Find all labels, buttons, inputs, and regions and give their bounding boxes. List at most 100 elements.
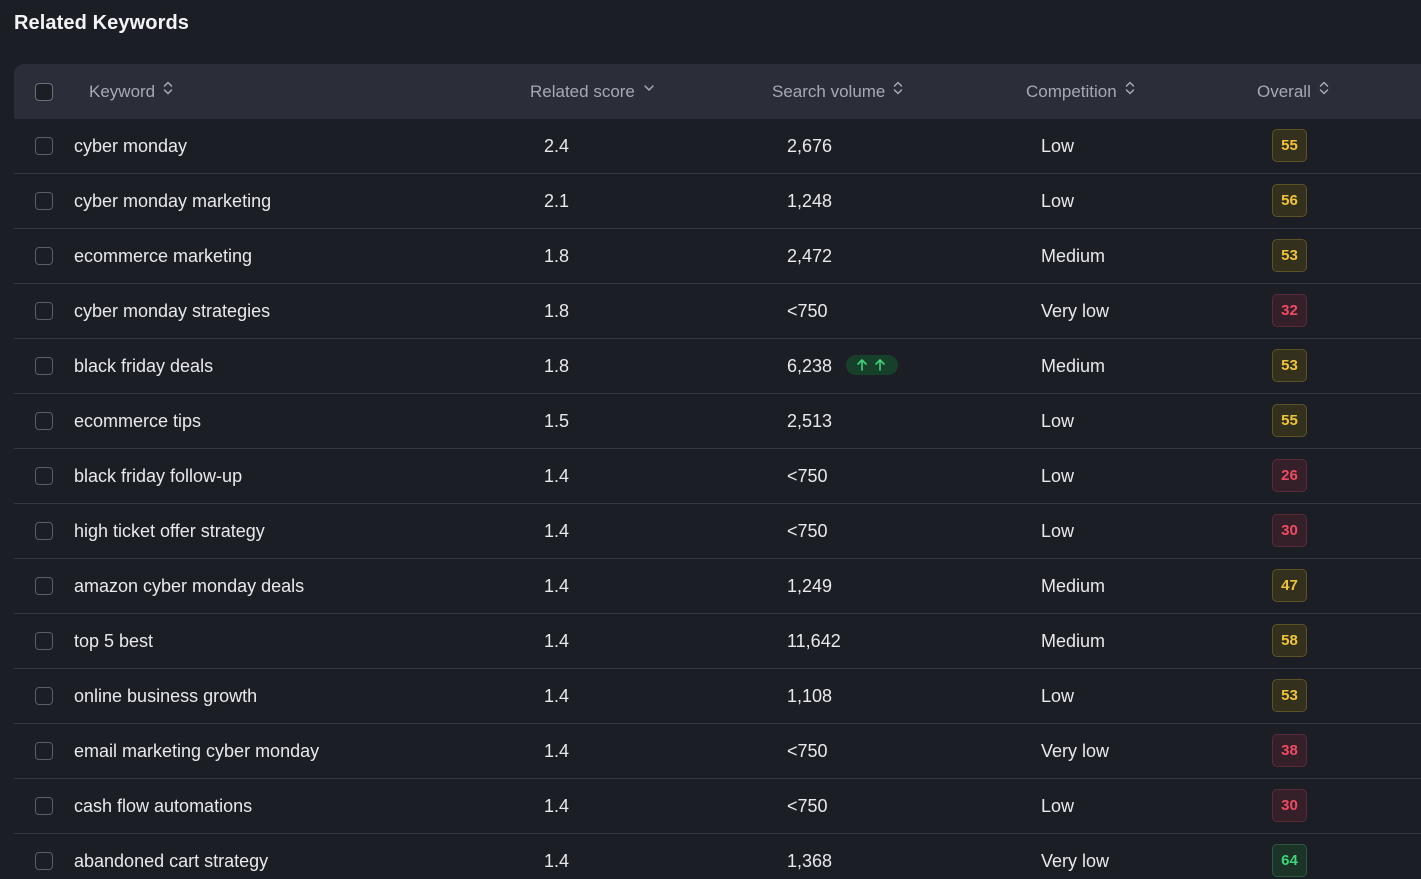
competition-cell: Low xyxy=(1041,191,1075,211)
column-label-keyword: Keyword xyxy=(89,82,156,101)
row-checkbox[interactable] xyxy=(35,632,53,650)
table-row[interactable]: cyber monday 2.4 2,676 Low 55 xyxy=(14,119,1421,174)
table-body: cyber monday 2.4 2,676 Low 55 cyber mond… xyxy=(14,119,1421,879)
row-checkbox[interactable] xyxy=(35,687,53,705)
table-row[interactable]: cyber monday strategies 1.8 <750 Very lo… xyxy=(14,284,1421,339)
table-row[interactable]: ecommerce tips 1.5 2,513 Low 55 xyxy=(14,394,1421,449)
keyword-cell[interactable]: black friday deals xyxy=(74,356,214,376)
overall-score-badge: 53 xyxy=(1272,679,1307,712)
search-volume-value: 1,248 xyxy=(787,191,833,211)
search-volume-cell: 1,248 xyxy=(787,174,832,228)
table-row[interactable]: online business growth 1.4 1,108 Low 53 xyxy=(14,669,1421,724)
column-header-competition[interactable]: Competition xyxy=(1026,64,1135,119)
table-row[interactable]: amazon cyber monday deals 1.4 1,249 Medi… xyxy=(14,559,1421,614)
search-volume-cell: 11,642 xyxy=(787,614,841,668)
table-row[interactable]: top 5 best 1.4 11,642 Medium 58 xyxy=(14,614,1421,669)
related-score-cell: 1.4 xyxy=(544,686,570,706)
column-header-search-volume[interactable]: Search volume xyxy=(772,64,903,119)
related-score-cell: 1.4 xyxy=(544,466,570,486)
row-checkbox[interactable] xyxy=(35,852,53,870)
table-row[interactable]: abandoned cart strategy 1.4 1,368 Very l… xyxy=(14,834,1421,879)
double-arrow-up-icon xyxy=(857,359,885,372)
overall-score-badge: 47 xyxy=(1272,569,1307,602)
row-checkbox[interactable] xyxy=(35,357,53,375)
related-score-cell: 1.4 xyxy=(544,741,570,761)
search-volume-value: 1,249 xyxy=(787,576,833,596)
keyword-cell[interactable]: black friday follow-up xyxy=(74,466,243,486)
row-checkbox[interactable] xyxy=(35,412,53,430)
row-checkbox[interactable] xyxy=(35,467,53,485)
table-row[interactable]: ecommerce marketing 1.8 2,472 Medium 53 xyxy=(14,229,1421,284)
row-checkbox[interactable] xyxy=(35,742,53,760)
search-volume-value: 11,642 xyxy=(787,631,841,651)
competition-cell: Medium xyxy=(1041,631,1106,651)
overall-score-badge: 32 xyxy=(1272,294,1307,327)
related-score-cell: 2.1 xyxy=(544,191,570,211)
related-score-cell: 1.8 xyxy=(544,246,570,266)
row-checkbox[interactable] xyxy=(35,302,53,320)
keyword-cell[interactable]: ecommerce marketing xyxy=(74,246,253,266)
table-row[interactable]: email marketing cyber monday 1.4 <750 Ve… xyxy=(14,724,1421,779)
search-volume-cell: <750 xyxy=(787,779,828,833)
table-row[interactable]: cyber monday marketing 2.1 1,248 Low 56 xyxy=(14,174,1421,229)
related-score-cell: 1.4 xyxy=(544,631,570,651)
column-label-overall: Overall xyxy=(1257,82,1311,101)
search-volume-cell: 2,472 xyxy=(787,229,832,283)
competition-cell: Medium xyxy=(1041,246,1106,266)
competition-cell: Medium xyxy=(1041,356,1106,376)
keyword-cell[interactable]: cyber monday strategies xyxy=(74,301,271,321)
keyword-cell[interactable]: cash flow automations xyxy=(74,796,253,816)
sort-down-icon xyxy=(643,63,655,118)
table-row[interactable]: cash flow automations 1.4 <750 Low 30 xyxy=(14,779,1421,834)
row-checkbox[interactable] xyxy=(35,577,53,595)
keyword-cell[interactable]: high ticket offer strategy xyxy=(74,521,265,541)
keyword-cell[interactable]: online business growth xyxy=(74,686,258,706)
keyword-cell[interactable]: abandoned cart strategy xyxy=(74,851,269,871)
column-header-keyword[interactable]: Keyword xyxy=(89,64,173,119)
keyword-cell[interactable]: cyber monday marketing xyxy=(74,191,272,211)
search-volume-cell: 1,368 xyxy=(787,834,832,879)
keyword-cell[interactable]: amazon cyber monday deals xyxy=(74,576,305,596)
column-label-search-volume: Search volume xyxy=(772,82,886,101)
row-checkbox[interactable] xyxy=(35,192,53,210)
sort-updown-icon xyxy=(1125,63,1135,118)
competition-cell: Low xyxy=(1041,136,1075,156)
overall-score-badge: 53 xyxy=(1272,349,1307,382)
related-score-cell: 1.5 xyxy=(544,411,570,431)
column-header-overall[interactable]: Overall xyxy=(1257,64,1329,119)
keyword-cell[interactable]: top 5 best xyxy=(74,631,154,651)
search-volume-value: <750 xyxy=(787,301,828,321)
overall-score-badge: 38 xyxy=(1272,734,1307,767)
competition-cell: Very low xyxy=(1041,301,1110,321)
sort-updown-icon xyxy=(893,63,903,118)
search-volume-value: 6,238 xyxy=(787,356,833,376)
sort-updown-icon xyxy=(163,63,173,118)
select-all-checkbox[interactable] xyxy=(35,83,53,101)
table-row[interactable]: black friday follow-up 1.4 <750 Low 26 xyxy=(14,449,1421,504)
sort-updown-icon xyxy=(1319,63,1329,118)
row-checkbox[interactable] xyxy=(35,137,53,155)
table-row[interactable]: high ticket offer strategy 1.4 <750 Low … xyxy=(14,504,1421,559)
search-volume-cell: 1,249 xyxy=(787,559,832,613)
search-volume-value: <750 xyxy=(787,466,828,486)
table-row[interactable]: black friday deals 1.8 6,238 Medium 53 xyxy=(14,339,1421,394)
overall-score-badge: 53 xyxy=(1272,239,1307,272)
column-header-related-score[interactable]: Related score xyxy=(530,64,655,119)
trending-up-badge xyxy=(846,355,899,376)
keyword-cell[interactable]: email marketing cyber monday xyxy=(74,741,320,761)
keyword-cell[interactable]: ecommerce tips xyxy=(74,411,202,431)
keyword-cell[interactable]: cyber monday xyxy=(74,136,188,156)
overall-score-badge: 55 xyxy=(1272,404,1307,437)
related-score-cell: 1.4 xyxy=(544,796,570,816)
overall-score-badge: 30 xyxy=(1272,789,1307,822)
row-checkbox[interactable] xyxy=(35,247,53,265)
overall-score-badge: 30 xyxy=(1272,514,1307,547)
search-volume-value: 1,368 xyxy=(787,851,833,871)
search-volume-cell: 2,513 xyxy=(787,394,832,448)
row-checkbox[interactable] xyxy=(35,797,53,815)
search-volume-value: 2,676 xyxy=(787,136,833,156)
row-checkbox[interactable] xyxy=(35,522,53,540)
search-volume-value: 2,472 xyxy=(787,246,833,266)
keywords-table: Keyword Related score Search volume Comp… xyxy=(14,64,1421,879)
